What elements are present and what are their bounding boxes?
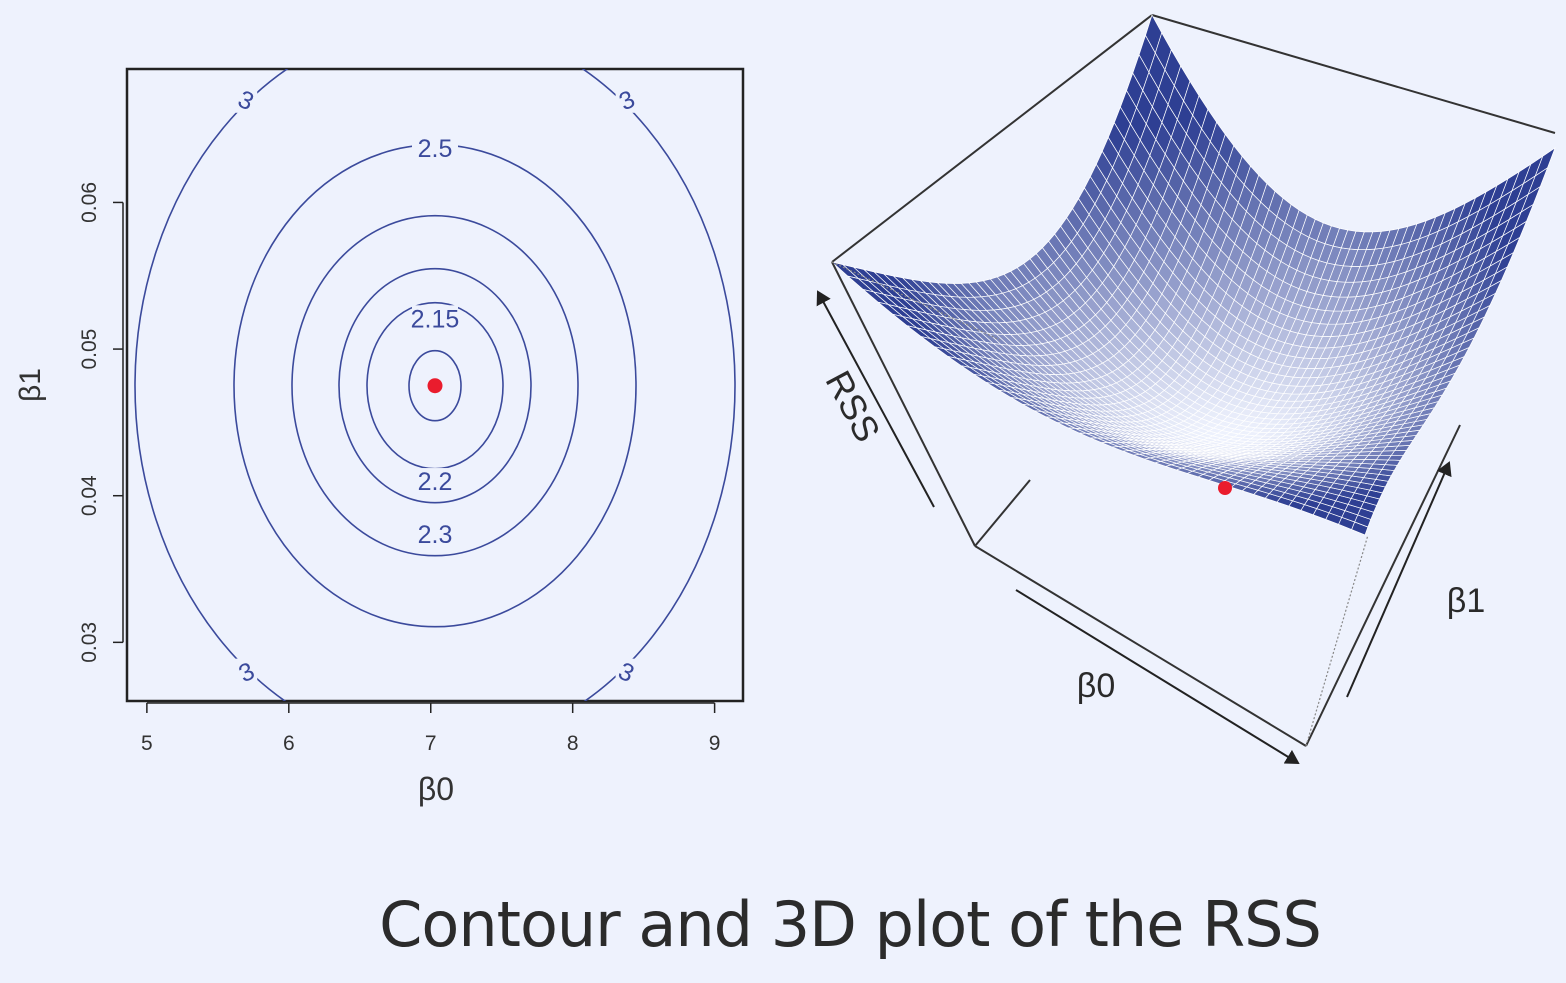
beta0-axis-label: β0 — [1077, 667, 1115, 705]
surface-facet — [1534, 147, 1556, 177]
contour-label-bg — [235, 86, 258, 113]
surface-mesh — [831, 14, 1556, 536]
beta1-axis-arrow — [1346, 461, 1452, 698]
x-tick-label: 8 — [567, 732, 579, 755]
surface-facet — [1387, 454, 1405, 461]
contour-label: 2.5 — [418, 135, 453, 163]
beta0-axis-arrow — [1015, 589, 1300, 765]
plot-frame — [125, 67, 745, 703]
x-tick-label: 5 — [141, 732, 153, 755]
contour-line — [134, 69, 736, 701]
axis-arrows — [816, 290, 1452, 765]
y-tick-label: 0.03 — [78, 622, 101, 663]
contour-label-bg — [412, 305, 458, 332]
minimum-point — [427, 378, 443, 394]
contour-line — [338, 267, 532, 504]
x-axis-label: β0 — [418, 771, 454, 807]
surface-plot: RSS β0 β1 — [816, 14, 1556, 765]
contour-line — [291, 214, 579, 557]
rss-axis-label: RSS — [818, 364, 889, 449]
contour-label-bg — [412, 520, 458, 547]
minimum-point-3d — [1218, 481, 1232, 495]
contour-label-bg — [235, 658, 258, 685]
contour-lines — [134, 69, 736, 701]
y-tick-label: 0.04 — [78, 475, 101, 516]
y-tick-label: 0.05 — [78, 329, 101, 370]
contour-label-bg — [412, 468, 458, 495]
x-tick-label: 9 — [709, 732, 721, 755]
contour-label-bg — [412, 135, 458, 162]
y-axis-label: β1 — [14, 368, 47, 402]
y-axis: 0.03 0.04 0.05 0.06 — [78, 182, 124, 663]
contour-line — [408, 349, 462, 422]
y-tick-label: 0.06 — [78, 182, 101, 223]
contour-label: 2.2 — [418, 468, 453, 496]
surface-facet — [1384, 459, 1401, 466]
rss-axis-arrow — [816, 290, 935, 508]
contour-label: 2.3 — [418, 521, 453, 549]
x-axis: 5 6 7 8 9 — [141, 702, 721, 755]
contour-label: 2.15 — [411, 305, 460, 333]
contour-label-bg — [615, 658, 638, 685]
figure-caption: Contour and 3D plot of the RSS — [379, 888, 1322, 961]
box-front-edges — [831, 261, 1461, 747]
beta1-axis-label: β1 — [1447, 582, 1485, 620]
contour-labels: 2.152.22.32.53 33 3 — [234, 85, 640, 688]
x-tick-label: 7 — [425, 732, 437, 755]
box-back-edges — [831, 14, 1556, 547]
contour-label-bg — [615, 86, 638, 113]
x-tick-label: 6 — [283, 732, 295, 755]
